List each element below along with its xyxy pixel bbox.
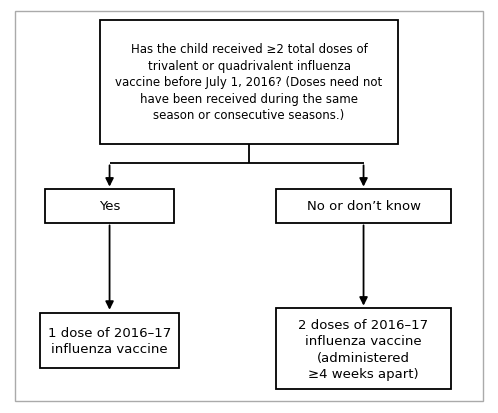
Text: 2 doses of 2016–17
influenza vaccine
(administered
≥4 weeks apart): 2 doses of 2016–17 influenza vaccine (ad…: [298, 318, 429, 380]
Text: 1 dose of 2016–17
influenza vaccine: 1 dose of 2016–17 influenza vaccine: [48, 326, 171, 356]
Bar: [276, 309, 451, 389]
Text: Yes: Yes: [99, 200, 120, 213]
Text: No or don’t know: No or don’t know: [307, 200, 420, 213]
Text: Has the child received ≥2 total doses of
trivalent or quadrivalent influenza
vac: Has the child received ≥2 total doses of…: [116, 43, 382, 122]
Bar: [100, 21, 398, 145]
Bar: [45, 190, 174, 223]
Bar: [40, 313, 179, 369]
Bar: [276, 190, 451, 223]
